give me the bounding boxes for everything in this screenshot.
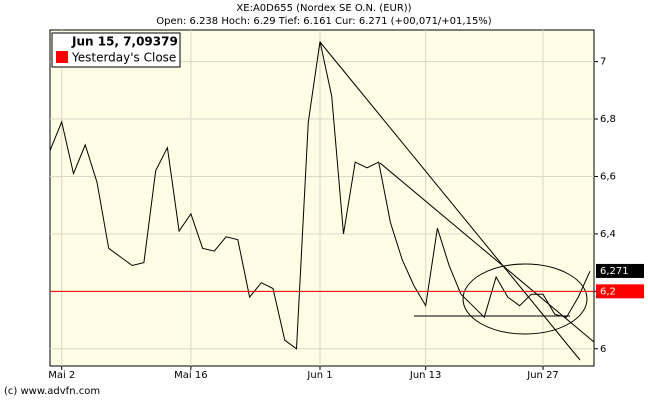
x-tick-label: Jun 27 bbox=[526, 370, 559, 381]
drawings bbox=[319, 41, 595, 361]
x-tick-label: Jun 1 bbox=[306, 370, 332, 381]
legend bbox=[51, 32, 181, 68]
chart-subtitle: Open: 6.238 Hoch: 6.29 Tief: 6.161 Cur: … bbox=[156, 16, 492, 27]
footer: (c) www.advfn.com bbox=[4, 386, 100, 397]
y-tick-label: 6,8 bbox=[600, 114, 616, 125]
y-tick-label: 6 bbox=[600, 344, 606, 355]
y-tick-label: 6,4 bbox=[600, 229, 616, 240]
highlight-ellipse bbox=[462, 263, 588, 335]
y-tick-label: 7 bbox=[600, 57, 606, 68]
reference-label-bg bbox=[596, 284, 644, 299]
x-tick-label: Mai 16 bbox=[174, 370, 207, 381]
price-line bbox=[49, 41, 591, 350]
x-tick-label: Jun 13 bbox=[409, 370, 442, 381]
legend-label: Yesterday's Close bbox=[71, 51, 176, 65]
marks bbox=[49, 41, 591, 350]
reference-label: 6,2 bbox=[600, 286, 616, 297]
legend-swatch bbox=[56, 51, 68, 63]
last-value-label: 6,271 bbox=[600, 266, 629, 277]
chart-title: XE:A0D655 (Nordex SE O.N. (EUR)) bbox=[236, 3, 411, 14]
plot-area bbox=[49, 29, 595, 367]
y-tick-label: 6,6 bbox=[600, 171, 616, 182]
last-value-bg bbox=[596, 263, 644, 278]
trend-line bbox=[379, 162, 595, 343]
trend-line bbox=[319, 41, 581, 361]
x-tick-label: Mai 2 bbox=[48, 370, 75, 381]
legend-title: Jun 15, 7,09379 bbox=[71, 35, 178, 49]
